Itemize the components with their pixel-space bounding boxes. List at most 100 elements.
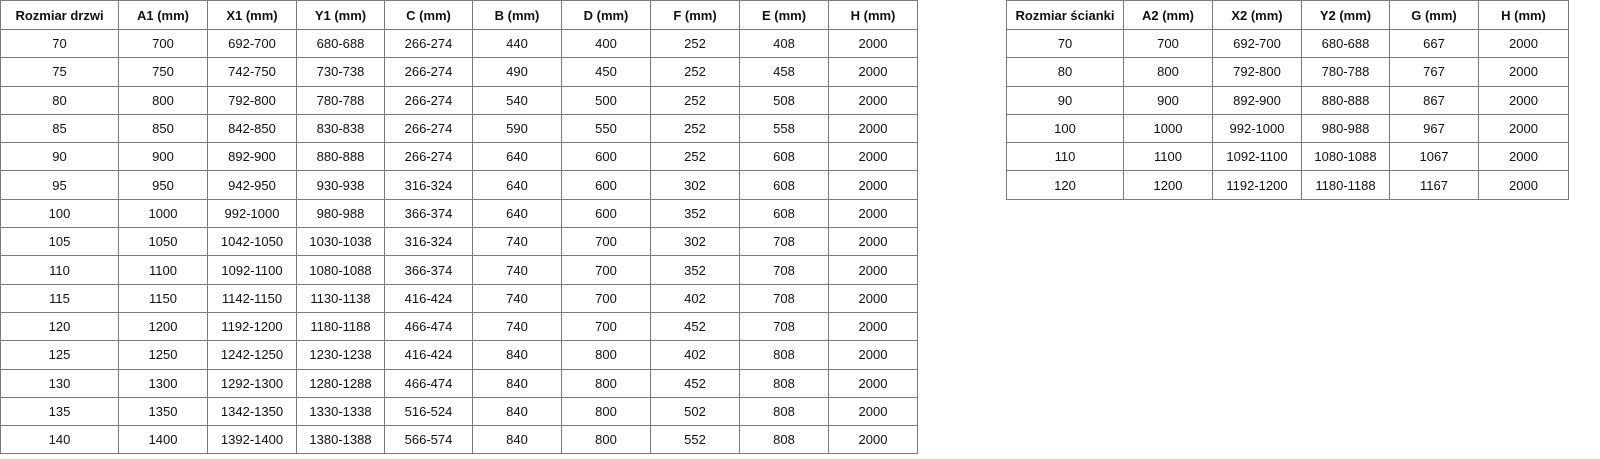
table-row: 75 750 742-750 730-738 266-274 490 450 252 458 20… — [0, 57, 918, 87]
wall-size-table: Rozmiar ścianki A2 (mm) X2 (mm) Y2 (mm) G (m… — [1006, 0, 1569, 200]
table-cell: 840 — [472, 368, 562, 398]
table-cell: 2000 — [828, 227, 918, 257]
table-row: 115 1150 1142-1150 1130-1138 416-424 740 700 40… — [0, 283, 918, 313]
table-cell: 2000 — [828, 85, 918, 115]
table-cell: 316-324 — [384, 170, 473, 200]
table-cell: 2000 — [828, 311, 918, 342]
table-cell: 416-424 — [384, 283, 473, 313]
table-cell: 1080-1088 — [1301, 142, 1390, 172]
table-cell: 452 — [650, 368, 740, 398]
table-cell: 980-988 — [1301, 113, 1390, 144]
table-cell: 1192-1200 — [1212, 170, 1302, 200]
table-cell: 1042-1050 — [207, 227, 297, 257]
table-cell: 608 — [739, 198, 829, 229]
table-cell: 80 — [0, 85, 119, 115]
table-cell: 808 — [739, 396, 829, 427]
table-cell: 90 — [1006, 85, 1124, 115]
table-cell: 792-800 — [1212, 57, 1302, 87]
column-header: Y2 (mm) — [1301, 0, 1390, 30]
table-cell: 400 — [561, 28, 651, 59]
wall-table-body: 70 700 692-700 680-688 667 2000 80 800 792-800 78… — [1006, 28, 1569, 200]
table-cell: 70 — [0, 28, 119, 59]
table-cell: 508 — [739, 85, 829, 115]
table-cell: 550 — [561, 113, 651, 144]
table-cell: 75 — [0, 57, 119, 87]
table-row: 120 1200 1192-1200 1180-1188 1167 2000 — [1006, 170, 1569, 200]
table-row: 135 1350 1342-1350 1330-1338 516-524 840 800 50… — [0, 396, 918, 427]
table-row: 100 1000 992-1000 980-988 366-374 640 600 352 60… — [0, 198, 918, 229]
table-cell: 608 — [739, 142, 829, 172]
header-row: Rozmiar drzwi A1 (mm) X1 (mm) Y1 (mm) C (mm)… — [0, 0, 918, 30]
table-cell: 125 — [0, 340, 119, 370]
table-cell: 700 — [561, 311, 651, 342]
table-row: 120 1200 1192-1200 1180-1188 466-474 740 700 45… — [0, 311, 918, 342]
door-table-body: 70 700 692-700 680-688 266-274 440 400 252 408 20… — [0, 28, 918, 455]
table-cell: 85 — [0, 113, 119, 144]
table-cell: 408 — [739, 28, 829, 59]
table-cell: 402 — [650, 340, 740, 370]
table-cell: 100 — [0, 198, 119, 229]
table-cell: 892-900 — [1212, 85, 1302, 115]
wall-table-header: Rozmiar ścianki A2 (mm) X2 (mm) Y2 (mm) G (m… — [1006, 0, 1569, 30]
table-cell: 767 — [1389, 57, 1479, 87]
table-cell: 80 — [1006, 57, 1124, 87]
table-cell: 1200 — [118, 311, 208, 342]
table-cell: 1280-1288 — [296, 368, 385, 398]
table-cell: 105 — [0, 227, 119, 257]
table-cell: 1100 — [118, 255, 208, 285]
table-cell: 680-688 — [296, 28, 385, 59]
table-cell: 302 — [650, 170, 740, 200]
column-header: A1 (mm) — [118, 0, 208, 30]
table-cell: 352 — [650, 255, 740, 285]
table-cell: 1292-1300 — [207, 368, 297, 398]
header-row: Rozmiar ścianki A2 (mm) X2 (mm) Y2 (mm) G (m… — [1006, 0, 1569, 30]
column-header: Rozmiar drzwi — [0, 0, 119, 30]
table-cell: 830-838 — [296, 113, 385, 144]
table-cell: 740 — [472, 255, 562, 285]
table-cell: 466-474 — [384, 311, 473, 342]
table-cell: 2000 — [828, 57, 918, 87]
table-cell: 708 — [739, 283, 829, 313]
column-header: E (mm) — [739, 0, 829, 30]
table-cell: 800 — [118, 85, 208, 115]
table-cell: 100 — [1006, 113, 1124, 144]
table-cell: 90 — [0, 142, 119, 172]
table-cell: 1000 — [1123, 113, 1213, 144]
table-row: 110 1100 1092-1100 1080-1088 366-374 740 700 35… — [0, 255, 918, 285]
table-cell: 730-738 — [296, 57, 385, 87]
table-cell: 252 — [650, 142, 740, 172]
table-row: 85 850 842-850 830-838 266-274 590 550 252 558 20… — [0, 113, 918, 144]
table-cell: 266-274 — [384, 28, 473, 59]
table-cell: 1230-1238 — [296, 340, 385, 370]
table-cell: 366-374 — [384, 255, 473, 285]
table-cell: 2000 — [828, 368, 918, 398]
table-cell: 1092-1100 — [1212, 142, 1302, 172]
table-cell: 266-274 — [384, 113, 473, 144]
column-header: H (mm) — [828, 0, 918, 30]
table-row: 100 1000 992-1000 980-988 967 2000 — [1006, 113, 1569, 144]
table-cell: 800 — [1123, 57, 1213, 87]
table-cell: 302 — [650, 227, 740, 257]
table-cell: 1142-1150 — [207, 283, 297, 313]
table-row: 70 700 692-700 680-688 266-274 440 400 252 408 20… — [0, 28, 918, 59]
table-cell: 700 — [561, 227, 651, 257]
table-cell: 130 — [0, 368, 119, 398]
table-row: 70 700 692-700 680-688 667 2000 — [1006, 28, 1569, 59]
table-cell: 1192-1200 — [207, 311, 297, 342]
table-cell: 680-688 — [1301, 28, 1390, 59]
table-cell: 500 — [561, 85, 651, 115]
table-cell: 700 — [561, 283, 651, 313]
table-cell: 808 — [739, 425, 829, 455]
table-cell: 120 — [1006, 170, 1124, 200]
table-cell: 266-274 — [384, 142, 473, 172]
table-cell: 850 — [118, 113, 208, 144]
table-cell: 600 — [561, 170, 651, 200]
table-cell: 135 — [0, 396, 119, 427]
column-header: H (mm) — [1478, 0, 1569, 30]
table-cell: 2000 — [828, 142, 918, 172]
table-cell: 640 — [472, 198, 562, 229]
table-cell: 2000 — [828, 113, 918, 144]
table-cell: 1100 — [1123, 142, 1213, 172]
table-cell: 1080-1088 — [296, 255, 385, 285]
table-cell: 800 — [561, 340, 651, 370]
